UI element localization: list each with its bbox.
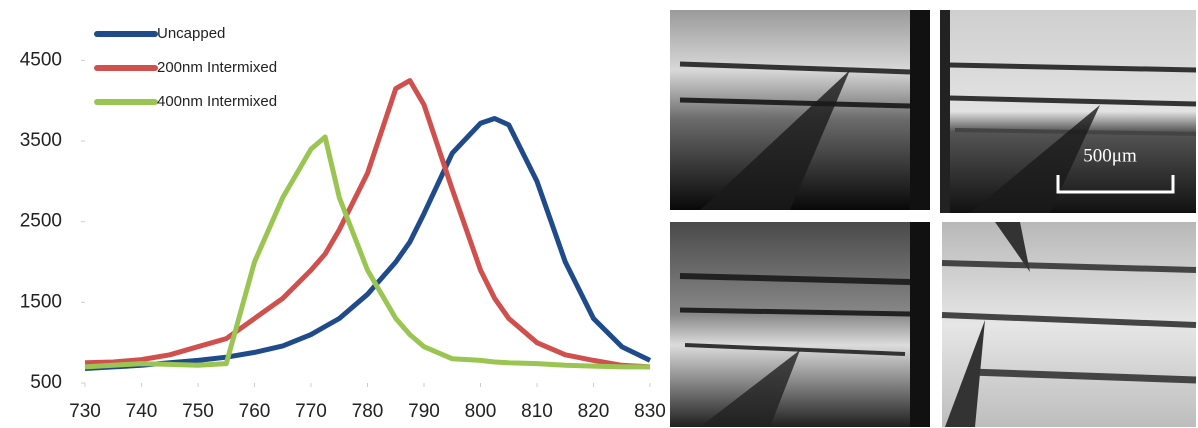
y-tick-label: 3500	[20, 130, 62, 151]
micrograph	[941, 222, 1197, 427]
x-tick-label: 810	[521, 401, 553, 422]
legend-label: 200nm Intermixed	[157, 59, 277, 76]
series-line	[84, 78, 651, 370]
x-tick-label: 790	[408, 401, 440, 422]
y-tick-label: 1500	[20, 291, 62, 312]
x-tick-label: 770	[295, 401, 327, 422]
micrograph	[670, 10, 930, 210]
legend-label: Uncapped	[157, 25, 225, 42]
micrograph: 500μm	[940, 10, 1197, 213]
series-line	[84, 116, 652, 371]
micrograph	[670, 222, 930, 427]
scale-bar-label: 500μm	[1083, 145, 1137, 166]
x-tick-label: 780	[352, 401, 384, 422]
legend-label: 400nm Intermixed	[157, 93, 277, 110]
y-tick-label: 4500	[20, 49, 62, 70]
x-tick-label: 830	[634, 401, 666, 422]
y-tick-label: 500	[30, 372, 62, 393]
micrographs: 500μm	[670, 10, 1197, 427]
x-tick-label: 820	[578, 401, 610, 422]
x-tick-label: 730	[69, 401, 101, 422]
y-tick-label: 2500	[20, 211, 62, 232]
x-tick-label: 800	[465, 401, 497, 422]
plot: 500 1500 2500 3500 4500 730 740 750 760 770 780 790…	[20, 25, 666, 422]
x-tick-label: 750	[182, 401, 214, 422]
x-tick-label: 760	[239, 401, 271, 422]
series-line	[84, 134, 650, 370]
x-tick-label: 740	[126, 401, 158, 422]
